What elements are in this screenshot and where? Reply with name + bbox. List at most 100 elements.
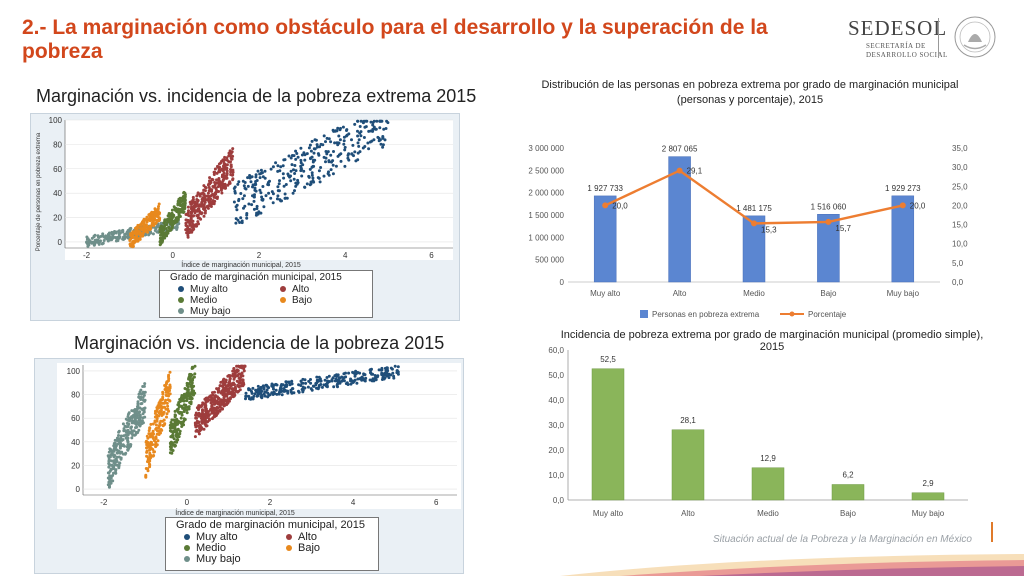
scatter-point — [161, 401, 165, 405]
scatter-point — [282, 184, 286, 188]
scatter-point — [131, 245, 135, 249]
scatter-point — [170, 451, 174, 455]
scatter-point — [332, 150, 335, 153]
scatter-point — [240, 381, 244, 385]
scatter-point — [206, 191, 210, 195]
scatter-point — [236, 383, 240, 387]
y-tick-label: 10,0 — [548, 471, 564, 480]
scatter-point — [194, 411, 198, 415]
scatter-point — [143, 415, 147, 419]
scatter-point — [227, 392, 231, 396]
scatter-point — [106, 239, 110, 243]
scatter-point — [157, 202, 161, 206]
scatter-point — [121, 235, 125, 239]
scatter-point — [220, 168, 224, 172]
scatter-point — [324, 150, 328, 153]
scatter-point — [223, 155, 227, 159]
scatter-point — [110, 451, 114, 455]
scatter-point — [143, 398, 147, 402]
scatter-point — [317, 169, 321, 173]
scatter-point — [134, 421, 138, 425]
x-tick-label: Medio — [743, 289, 765, 298]
scatter-point — [195, 428, 199, 432]
scatter-point — [327, 374, 331, 378]
scatter-point — [161, 390, 165, 394]
scatter-point — [195, 421, 199, 425]
scatter-point — [371, 129, 375, 133]
scatter-point — [191, 214, 195, 218]
scatter-point — [252, 199, 256, 203]
scatter-point — [140, 227, 144, 230]
scatter-point — [138, 417, 142, 421]
scatter-point — [100, 242, 104, 246]
scatter-point — [153, 419, 157, 423]
scatter-point — [232, 200, 236, 204]
scatter-point — [287, 154, 291, 158]
scatter-point — [108, 478, 112, 482]
scatter-point — [270, 383, 274, 387]
scatter-point — [253, 193, 256, 197]
scatter-point — [362, 136, 366, 139]
scatter-point — [132, 408, 136, 412]
scatter-point — [340, 375, 344, 379]
scatter-point — [301, 381, 305, 385]
scatter-point — [213, 191, 217, 195]
scatter-point — [217, 180, 221, 184]
scatter-point — [234, 221, 238, 225]
scatter-point — [294, 157, 298, 161]
scatter-point — [299, 379, 303, 383]
legend-marker — [286, 534, 292, 541]
scatter-point — [269, 196, 273, 200]
scatter-point — [117, 466, 121, 470]
bar-data-label: 52,5 — [600, 355, 616, 364]
scatter-point — [322, 174, 326, 178]
scatter-point — [153, 208, 157, 211]
scatter-point — [165, 234, 169, 238]
scatter-point — [148, 446, 152, 449]
scatter-point — [114, 230, 118, 234]
scatter-point — [189, 217, 193, 221]
scatter-point — [114, 471, 117, 475]
scatter-point — [377, 139, 381, 143]
scatter-point — [312, 147, 316, 151]
scatter-point — [118, 461, 122, 465]
scatter-point — [146, 456, 150, 460]
scatter-point — [229, 160, 232, 164]
scatter-point — [358, 371, 362, 375]
scatter-point — [347, 132, 351, 136]
scatter-point — [316, 152, 320, 156]
scatter-point — [173, 443, 177, 447]
scatter-point — [300, 153, 304, 157]
scatter-point — [190, 397, 194, 400]
scatter-point — [387, 376, 391, 380]
scatter-point — [242, 184, 246, 188]
scatter-point — [222, 396, 226, 400]
scatter-point — [367, 147, 371, 151]
scatter-point — [220, 389, 224, 393]
scatter-point — [162, 418, 166, 422]
scatter-point — [277, 182, 281, 186]
scatter-point — [151, 422, 155, 426]
scatter-point — [178, 214, 182, 218]
scatter-point — [217, 389, 221, 393]
scatter-point — [253, 392, 257, 396]
scatter-point — [159, 233, 162, 237]
scatter-top-panel: 0 20 40 60 80 100 -2 0 2 4 6 Porcentaje de persona… — [30, 113, 460, 321]
scatter-point — [349, 382, 353, 386]
scatter-point — [390, 367, 394, 371]
scatter-point — [180, 196, 184, 200]
scatter-point — [301, 390, 305, 394]
scatter-point — [315, 143, 319, 147]
scatter-point — [284, 383, 288, 387]
y2-tick-label: 10,0 — [952, 240, 968, 249]
scatter-point — [234, 387, 237, 391]
scatter-point — [326, 150, 330, 154]
scatter-point — [251, 386, 255, 390]
scatter-point — [320, 385, 324, 389]
scatter-point — [252, 195, 256, 199]
scatter-point — [307, 379, 311, 383]
scatter-point — [157, 411, 161, 415]
scatter-point — [203, 200, 207, 204]
scatter-point — [186, 205, 190, 209]
scatter-point — [345, 128, 349, 132]
